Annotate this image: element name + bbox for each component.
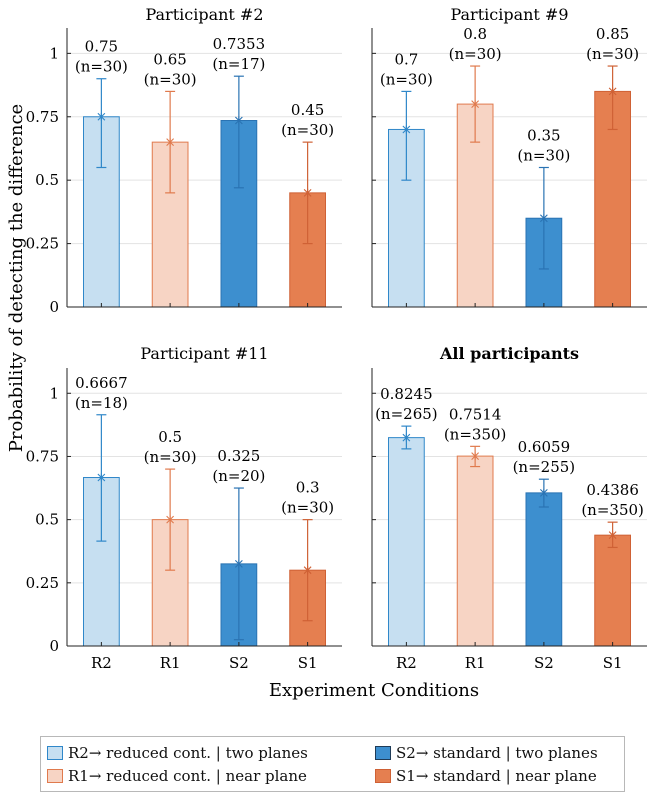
legend-item-r1: R1→ reduced cont. | near plane	[47, 766, 307, 786]
bar-s2	[525, 492, 563, 647]
value-label: 0.325	[217, 447, 260, 465]
bar-r1	[456, 455, 494, 647]
mean-marker	[402, 433, 411, 442]
legend-swatch-r2	[47, 746, 63, 760]
legend-label-r2: R2→ reduced cont. | two planes	[68, 744, 308, 762]
mean-marker	[608, 531, 617, 540]
panel-title: Participant #2	[145, 5, 263, 24]
panel-2: 0.7 (n=30) 0.8 (n=30) 0.35 (n=30) 0.85 (n=30) Pa…	[371, 5, 647, 308]
chart-panels: 0 0.25 0.5 0.75 1 0.75 (n=30) 0.65 (n=30) 0.7353 (…	[26, 5, 647, 672]
legend-item-s2: S2→ standard | two planes	[375, 743, 598, 763]
mean-marker	[234, 116, 243, 125]
y-tick-label: 0	[49, 637, 59, 655]
x-tick-label-r2: R2	[396, 654, 417, 672]
n-label: (n=30)	[144, 70, 197, 88]
x-axis-label: Experiment Conditions	[269, 680, 479, 701]
n-label: (n=30)	[144, 448, 197, 466]
n-label: (n=265)	[375, 405, 438, 423]
mean-marker	[166, 138, 175, 147]
x-tick-label-s2: S2	[534, 654, 554, 672]
n-label: (n=30)	[281, 499, 334, 517]
value-label: 0.8	[463, 25, 487, 43]
n-label: (n=30)	[449, 45, 502, 63]
x-tick-label-r2: R2	[91, 654, 112, 672]
y-tick-label: 0.25	[26, 574, 59, 592]
mean-marker	[97, 112, 106, 121]
value-label: 0.85	[596, 25, 629, 43]
mean-marker	[539, 214, 548, 223]
legend-label-s1: S1→ standard | near plane	[396, 767, 597, 785]
y-tick-label: 0.75	[26, 108, 59, 126]
mean-marker	[166, 515, 175, 524]
legend-label-r1: R1→ reduced cont. | near plane	[68, 767, 307, 785]
mean-marker	[539, 488, 548, 497]
mean-marker	[234, 559, 243, 568]
n-label: (n=255)	[513, 458, 576, 476]
n-label: (n=30)	[380, 70, 433, 88]
mean-marker	[471, 100, 480, 109]
y-tick-label: 0.5	[35, 511, 59, 529]
x-tick-label-s2: S2	[229, 654, 249, 672]
n-label: (n=30)	[517, 147, 570, 165]
panel-title: Participant #11	[140, 344, 268, 363]
n-label: (n=20)	[212, 467, 265, 485]
n-label: (n=350)	[444, 425, 507, 443]
legend: R2→ reduced cont. | two planes R1→ reduc…	[40, 736, 625, 792]
x-tick-label-r1: R1	[465, 654, 486, 672]
x-tick-label-s1: S1	[298, 654, 318, 672]
n-label: (n=17)	[212, 55, 265, 73]
y-axis-label: Probability of detecting the difference	[6, 104, 27, 452]
value-label: 0.75	[85, 38, 118, 56]
value-label: 0.65	[153, 50, 186, 68]
mean-marker	[402, 125, 411, 134]
bar-s1	[594, 534, 631, 647]
mean-marker	[303, 566, 312, 575]
value-label: 0.8245	[380, 385, 433, 403]
x-tick-label-s1: S1	[603, 654, 623, 672]
legend-item-r2: R2→ reduced cont. | two planes	[47, 743, 308, 763]
y-tick-label: 0.75	[26, 447, 59, 465]
y-tick-label: 0.5	[35, 171, 59, 189]
bar-r2	[388, 437, 425, 647]
y-tick-label: 1	[49, 44, 59, 62]
mean-marker	[471, 452, 480, 461]
value-label: 0.7353	[213, 35, 266, 53]
mean-marker	[608, 87, 617, 96]
x-tick-label-r1: R1	[160, 654, 181, 672]
legend-label-s2: S2→ standard | two planes	[396, 744, 598, 762]
n-label: (n=30)	[586, 45, 639, 63]
n-label: (n=30)	[75, 58, 128, 76]
figure: Probability of detecting the difference …	[6, 5, 647, 701]
panel-title: All participants	[439, 344, 579, 363]
y-tick-label: 0	[49, 298, 59, 316]
legend-swatch-s1	[375, 769, 391, 783]
value-label: 0.7	[394, 50, 418, 68]
value-label: 0.45	[291, 101, 324, 119]
panel-1: 0 0.25 0.5 0.75 1 0.75 (n=30) 0.65 (n=30) 0.7353 (…	[26, 5, 342, 316]
legend-item-s1: S1→ standard | near plane	[375, 766, 597, 786]
panel-title: Participant #9	[450, 5, 568, 24]
panel-3: 0 0.25 0.5 0.75 1 R2 R1 S2 S1 0.6667 (n=18) 0.5 (n=3…	[26, 344, 342, 672]
mean-marker	[303, 188, 312, 197]
value-label: 0.35	[527, 127, 560, 145]
panel-4: R2 R1 S2 S1 0.8245 (n=265) 0.7514 (n=350) 0.6059…	[371, 344, 647, 672]
n-label: (n=350)	[581, 501, 644, 519]
n-label: (n=30)	[281, 121, 334, 139]
mean-marker	[97, 473, 106, 482]
value-label: 0.6667	[75, 374, 128, 392]
value-label: 0.7514	[449, 405, 502, 423]
value-label: 0.3	[296, 479, 320, 497]
n-label: (n=18)	[75, 394, 128, 412]
y-tick-label: 1	[49, 384, 59, 402]
value-label: 0.5	[158, 428, 182, 446]
value-label: 0.4386	[586, 481, 639, 499]
value-label: 0.6059	[518, 438, 571, 456]
legend-swatch-s2	[375, 746, 391, 760]
legend-swatch-r1	[47, 769, 63, 783]
y-tick-label: 0.25	[26, 235, 59, 253]
